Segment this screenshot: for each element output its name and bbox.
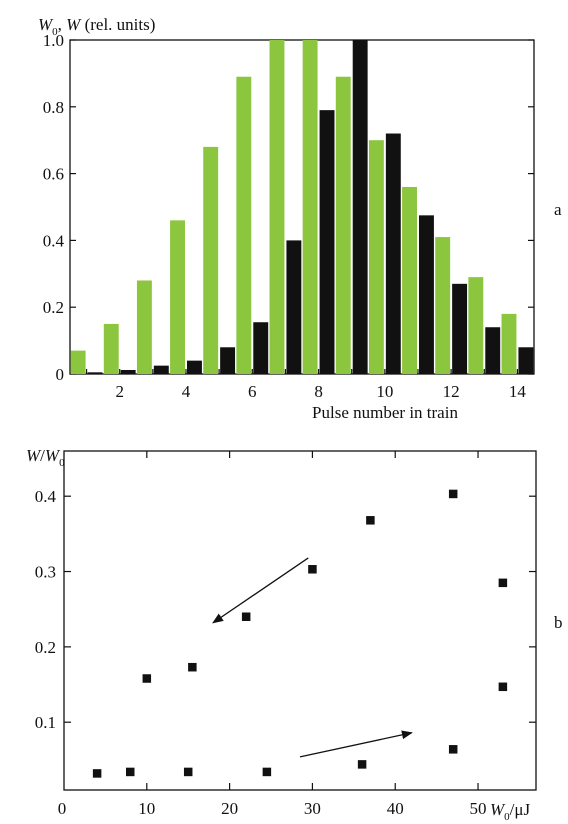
bar-w0-8 <box>302 40 318 374</box>
data-point-11 <box>448 745 458 754</box>
y-tick-label: 0 <box>56 365 65 384</box>
data-point-5 <box>188 662 197 672</box>
bar-w-9 <box>352 40 368 374</box>
bar-w-13 <box>485 327 501 374</box>
y-tick-label: 0.6 <box>43 165 64 184</box>
x-tick-label: 40 <box>387 799 404 818</box>
y-tick-label: 0.4 <box>35 487 57 506</box>
bar-w0-12 <box>435 237 451 374</box>
chart-b-plot-area: 0.1 0.2 0.3 0.4 0 10 20 30 40 50 <box>35 450 537 818</box>
data-point-3 <box>142 674 152 683</box>
data-point-13 <box>498 578 508 588</box>
y-tick-label: 0.2 <box>35 638 56 657</box>
y-tick-label: 0.4 <box>43 231 65 250</box>
bar-w0-11 <box>402 186 417 374</box>
bar-w0-4 <box>170 220 185 374</box>
bar-w-4 <box>187 360 202 374</box>
bar-w0-13 <box>468 277 484 374</box>
chart-b-ylabel: W/W0 <box>26 446 65 469</box>
arrow-annotation-1 <box>212 557 309 624</box>
bar-w-6 <box>253 322 269 374</box>
data-point-14 <box>498 682 508 692</box>
bar-w-14 <box>518 347 534 374</box>
bar-w-3 <box>153 365 169 374</box>
bar-w0-3 <box>136 280 152 374</box>
chart-a: W0, W (rel. units) 0 0.2 0.4 0.6 0.8 1.0 2 4 6 8 1… <box>38 15 562 422</box>
chart-b: W/W0 0.1 0.2 0.3 0.4 0 10 20 30 40 50 W0/μJ b <box>26 446 563 823</box>
x-tick-label: 10 <box>376 382 393 401</box>
x-tick-label: 12 <box>443 382 460 401</box>
chart-a-plot-area: 0 0.2 0.4 0.6 0.8 1.0 2 4 6 8 10 12 14 <box>43 31 535 401</box>
chart-a-xlabel: Pulse number in train <box>312 403 458 422</box>
x-tick-label: 50 <box>470 799 487 818</box>
x-tick-label: 30 <box>304 799 321 818</box>
x-tick-label: 20 <box>221 799 238 818</box>
x-tick-label: 4 <box>182 382 191 401</box>
bar-w0-1 <box>70 350 86 374</box>
data-point-10 <box>366 516 375 525</box>
bar-w0-5 <box>203 146 219 374</box>
bar-w0-6 <box>236 76 252 375</box>
bar-w-11 <box>419 215 434 374</box>
bar-w-1 <box>87 372 103 374</box>
y-tick-label: 1.0 <box>43 31 64 50</box>
bar-w-5 <box>220 347 236 374</box>
bar-w-2 <box>120 369 136 374</box>
data-point-4 <box>183 767 193 777</box>
x-tick-label: 8 <box>314 382 323 401</box>
chart-b-frame <box>63 450 537 791</box>
y-tick-label: 0.8 <box>43 98 64 117</box>
bar-w-7 <box>286 240 302 374</box>
data-point-9 <box>357 760 367 769</box>
data-point-2 <box>125 767 135 777</box>
data-point-12 <box>448 489 458 499</box>
bar-w-8 <box>319 110 335 374</box>
bar-w-12 <box>452 283 468 374</box>
x-tick-label: 6 <box>248 382 257 401</box>
x-tick-label: 2 <box>115 382 124 401</box>
y-tick-label: 0.2 <box>43 298 64 317</box>
bar-w0-10 <box>368 140 384 374</box>
chart-a-ylabel: W0, W (rel. units) <box>38 15 155 38</box>
y-tick-label: 0.3 <box>35 563 56 582</box>
bar-w-10 <box>385 133 401 374</box>
bar-w0-14 <box>501 313 517 374</box>
chart-b-panel-label: b <box>554 613 563 632</box>
chart-a-panel-label: a <box>554 200 562 219</box>
data-point-8 <box>308 565 317 574</box>
x-tick-label: 0 <box>58 799 67 818</box>
x-tick-label: 14 <box>509 382 527 401</box>
x-tick-label: 10 <box>138 799 155 818</box>
chart-b-xlabel: W0/μJ <box>490 800 531 823</box>
chart-a-frame <box>69 39 535 375</box>
y-tick-label: 0.1 <box>35 713 56 732</box>
data-point-1 <box>92 769 102 778</box>
bar-w0-7 <box>269 40 285 374</box>
data-point-6 <box>241 612 251 621</box>
bar-w0-9 <box>335 76 351 375</box>
data-point-7 <box>262 767 272 777</box>
arrow-annotation-2 <box>299 730 413 758</box>
bar-w0-2 <box>103 323 119 374</box>
